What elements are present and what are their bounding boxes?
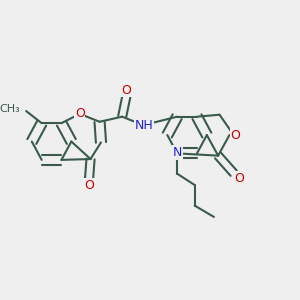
Text: O: O — [84, 179, 94, 192]
Text: NH: NH — [134, 119, 153, 132]
Text: N: N — [172, 146, 182, 159]
Text: O: O — [75, 107, 85, 120]
Text: O: O — [122, 84, 131, 97]
Text: O: O — [231, 128, 241, 142]
Text: CH₃: CH₃ — [0, 104, 20, 114]
Text: O: O — [234, 172, 244, 185]
